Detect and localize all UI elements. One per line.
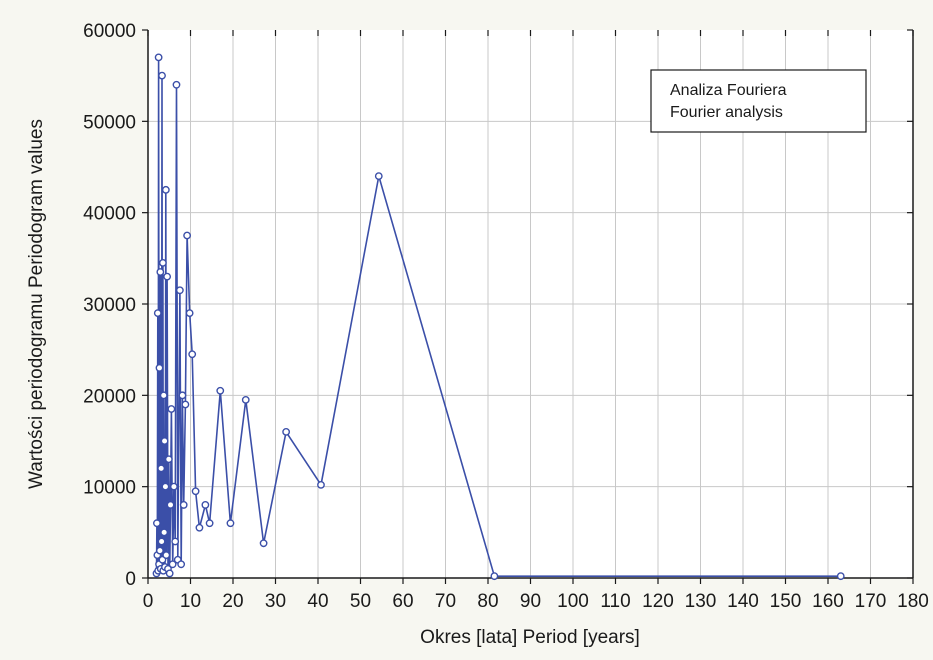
data-point bbox=[162, 551, 171, 560]
data-point bbox=[179, 501, 188, 509]
x-tick-label: 150 bbox=[770, 591, 802, 612]
x-tick-label: 70 bbox=[435, 591, 456, 612]
y-tick-label: 50000 bbox=[83, 112, 136, 133]
x-tick-label: 140 bbox=[727, 591, 759, 612]
grid-layer bbox=[148, 30, 913, 578]
data-point bbox=[168, 560, 177, 569]
data-point bbox=[153, 309, 162, 318]
data-point bbox=[158, 71, 166, 80]
data-point bbox=[317, 480, 325, 489]
data-point bbox=[153, 519, 161, 528]
data-point bbox=[164, 455, 173, 464]
y-tick-label: 20000 bbox=[83, 386, 136, 407]
x-tick-label: 170 bbox=[855, 591, 887, 612]
series-layer bbox=[152, 53, 845, 581]
data-point bbox=[195, 523, 204, 532]
data-point bbox=[241, 395, 250, 404]
data-point bbox=[155, 546, 164, 555]
data-point bbox=[157, 537, 166, 546]
data-point bbox=[183, 231, 192, 240]
data-point bbox=[166, 501, 175, 509]
data-point bbox=[155, 364, 164, 372]
x-tick-label: 50 bbox=[350, 591, 371, 612]
x-tick-label: 90 bbox=[520, 591, 541, 612]
data-point bbox=[154, 53, 163, 62]
data-point bbox=[163, 272, 172, 281]
data-point bbox=[156, 268, 165, 276]
y-axis-title: Wartości periodogramu Periodogram values bbox=[26, 119, 47, 489]
legend-line-2: Fourier analysis bbox=[670, 104, 783, 121]
x-tick-label: 60 bbox=[392, 591, 413, 612]
legend-box bbox=[650, 69, 867, 133]
x-tick-label: 160 bbox=[812, 591, 844, 612]
x-tick-label: 120 bbox=[642, 591, 674, 612]
y-tick-label: 30000 bbox=[83, 295, 136, 316]
x-tick-label: 80 bbox=[477, 591, 498, 612]
x-axis-title: Okres [lata] Period [years] bbox=[420, 627, 640, 648]
data-point bbox=[160, 437, 169, 445]
data-point bbox=[282, 427, 291, 436]
data-point bbox=[171, 537, 180, 546]
data-point bbox=[490, 572, 499, 581]
data-point bbox=[172, 80, 181, 89]
y-tick-label: 40000 bbox=[83, 204, 136, 225]
data-point bbox=[161, 482, 170, 491]
data-point bbox=[836, 572, 845, 581]
legend: Analiza Fouriera Fourier analysis bbox=[650, 69, 867, 133]
x-tick-label: 20 bbox=[222, 591, 243, 612]
data-point bbox=[201, 501, 210, 509]
data-point bbox=[191, 487, 200, 496]
data-point bbox=[160, 528, 169, 537]
x-tick-label: 180 bbox=[897, 591, 929, 612]
data-point bbox=[216, 386, 225, 395]
data-point bbox=[161, 185, 170, 194]
data-point bbox=[374, 172, 383, 181]
data-point bbox=[226, 519, 235, 528]
legend-line-1: Analiza Fouriera bbox=[670, 82, 787, 99]
x-tick-label: 10 bbox=[180, 591, 201, 612]
x-tick-label: 110 bbox=[600, 591, 630, 612]
y-tick-label: 60000 bbox=[83, 21, 136, 42]
data-point bbox=[165, 569, 174, 578]
axis-layer: 0 10 20 30 40 50 60 70 80 90 100 110 120 130 140 150 160… bbox=[83, 21, 929, 612]
x-tick-label: 0 bbox=[143, 591, 154, 612]
data-point bbox=[181, 400, 190, 409]
data-point bbox=[167, 405, 176, 413]
data-point bbox=[178, 391, 187, 400]
data-point bbox=[170, 482, 178, 491]
y-tick-label: 10000 bbox=[83, 478, 136, 499]
data-point bbox=[159, 391, 168, 400]
y-tick-label: 0 bbox=[125, 569, 136, 590]
x-tick-label: 130 bbox=[685, 591, 717, 612]
data-point bbox=[259, 539, 268, 548]
data-point bbox=[175, 286, 184, 295]
data-point bbox=[188, 350, 197, 359]
data-point bbox=[177, 560, 186, 569]
data-point bbox=[185, 309, 194, 318]
x-tick-label: 100 bbox=[557, 591, 589, 612]
data-point bbox=[157, 464, 166, 473]
data-point bbox=[205, 519, 214, 528]
x-tick-label: 40 bbox=[307, 591, 328, 612]
data-point bbox=[158, 258, 167, 267]
x-tick-label: 30 bbox=[265, 591, 286, 612]
